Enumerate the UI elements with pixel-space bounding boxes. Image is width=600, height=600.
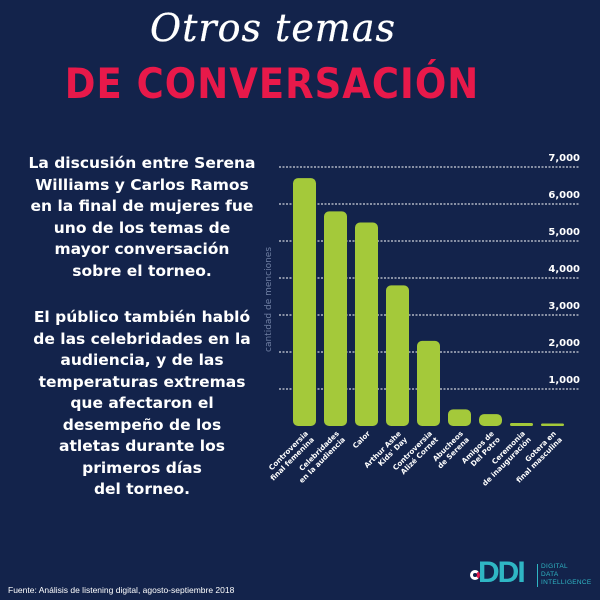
source-note: Fuente: Análisis de listening digital, a… bbox=[8, 585, 235, 595]
text-line: atletas durante los bbox=[59, 437, 225, 455]
text-line: La discusión entre Serena bbox=[28, 154, 256, 172]
script-title: Otros temas bbox=[150, 6, 396, 50]
y-tick-labels: 1,000 2,000 3,000 4,000 5,000 6,000 7,000 bbox=[548, 153, 580, 386]
logo-word: DATA bbox=[541, 571, 559, 578]
bar bbox=[510, 423, 533, 426]
main-title: DE CONVERSACIÓN bbox=[64, 60, 480, 109]
bar bbox=[324, 211, 347, 426]
text-line: uno de los temas de bbox=[53, 218, 231, 237]
text-line: mayor conversación bbox=[54, 240, 230, 258]
text-line: El público también habló bbox=[33, 308, 251, 326]
paragraph-serena-ramos: La discusión entre Serena Williams y Carl… bbox=[22, 153, 262, 282]
text-line: de las celebridades en la bbox=[33, 329, 251, 348]
y-tick-label: 6,000 bbox=[548, 190, 580, 201]
text-line: del torneo. bbox=[93, 480, 191, 498]
bars bbox=[293, 178, 564, 426]
text-line: en la final de mujeres fue bbox=[30, 197, 254, 215]
y-tick-label: 1,000 bbox=[548, 375, 580, 386]
paragraph-celebrities-heat: El público también habló de las celebrida… bbox=[22, 307, 262, 501]
y-tick-label: 3,000 bbox=[548, 301, 580, 312]
logo-mark: DDI bbox=[478, 556, 526, 589]
logo-word: INTELLIGENCE bbox=[541, 579, 592, 586]
bar bbox=[355, 222, 378, 426]
bar bbox=[479, 414, 502, 426]
text-line: desempeño de los bbox=[62, 415, 222, 434]
text-line: temperaturas extremas bbox=[38, 372, 246, 391]
y-tick-label: 4,000 bbox=[548, 264, 580, 275]
y-axis-label: cantidad de menciones bbox=[264, 247, 274, 352]
ddi-logo: DDI DIGITAL DATA INTELLIGENCE bbox=[470, 556, 592, 589]
bar bbox=[448, 409, 471, 426]
bar bbox=[386, 285, 409, 426]
logo-words: DIGITAL DATA INTELLIGENCE bbox=[541, 563, 592, 587]
bar bbox=[541, 423, 564, 426]
logo-word: DIGITAL bbox=[541, 563, 568, 570]
y-tick-label: 5,000 bbox=[548, 227, 580, 238]
y-tick-label: 7,000 bbox=[548, 153, 580, 164]
logo-divider bbox=[537, 564, 538, 587]
y-tick-label: 2,000 bbox=[548, 338, 580, 349]
text-line: Williams y Carlos Ramos bbox=[35, 175, 249, 194]
category-label-line: Calor bbox=[351, 429, 373, 451]
text-line: primeros días bbox=[82, 458, 202, 477]
bar bbox=[293, 178, 316, 426]
bar bbox=[417, 340, 440, 426]
text-line: que afectaron el bbox=[70, 394, 214, 412]
text-line: sobre el torneo. bbox=[72, 261, 212, 280]
logo-ring-icon bbox=[470, 570, 480, 580]
category-label: Calor bbox=[351, 429, 373, 451]
text-line: audiencia, y de las bbox=[60, 351, 224, 369]
